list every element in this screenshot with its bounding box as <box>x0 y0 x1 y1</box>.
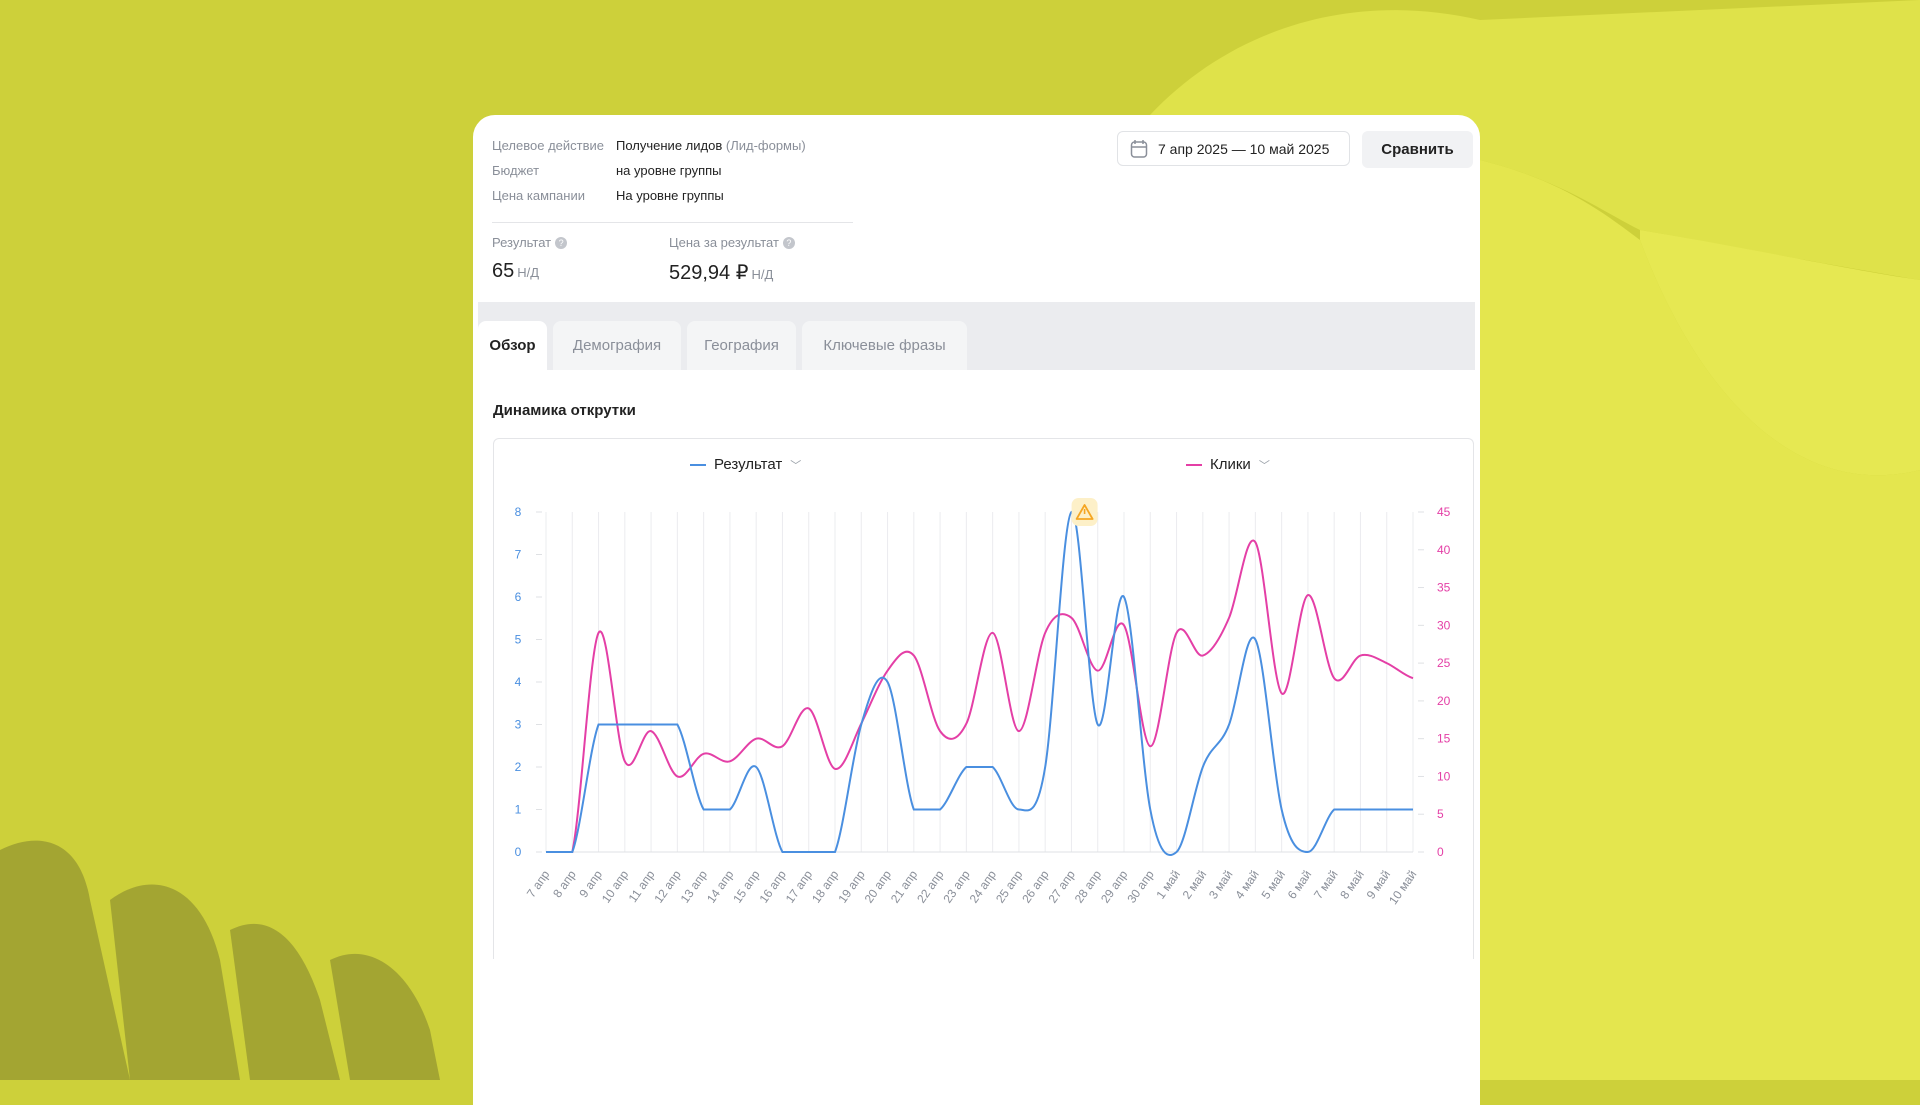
legend-result[interactable]: Результат ﹀ <box>690 456 801 473</box>
tab-demography[interactable]: Демография <box>553 321 681 370</box>
legend-clicks[interactable]: Клики ﹀ <box>1186 456 1270 473</box>
date-range-text: 7 апр 2025 — 10 май 2025 <box>1158 140 1330 157</box>
section-title: Динамика открутки <box>493 402 636 419</box>
background-decoration <box>0 0 1920 1080</box>
metric-compare: Н/Д <box>751 267 774 282</box>
metric-cost-per-result: Цена за результат? 529,94 ₽ Н/Д <box>669 235 795 285</box>
divider <box>492 222 853 223</box>
calendar-icon <box>1130 139 1148 158</box>
info-value: На уровне группы <box>616 188 724 203</box>
tab-geography[interactable]: География <box>687 321 796 370</box>
legend-label: Клики <box>1210 456 1251 473</box>
info-row-campaign-price: Цена кампании На уровне группы <box>492 188 724 203</box>
legend-label: Результат <box>714 456 783 473</box>
chevron-down-icon: ﹀ <box>1258 459 1270 472</box>
campaign-card: Целевое действие Получение лидов (Лид-фор… <box>473 115 1480 1105</box>
compare-button[interactable]: Сравнить <box>1362 131 1473 168</box>
metric-value: 529,94 ₽ <box>669 262 749 284</box>
metric-label: Цена за результат <box>669 235 779 250</box>
info-value: на уровне группы <box>616 163 722 178</box>
metric-compare: Н/Д <box>517 265 540 280</box>
info-row-budget: Бюджет на уровне группы <box>492 163 722 178</box>
legend-swatch <box>1186 463 1202 466</box>
chevron-down-icon: ﹀ <box>790 459 802 472</box>
info-extra: (Лид-формы) <box>725 138 806 153</box>
help-icon[interactable]: ? <box>782 237 795 249</box>
tab-overview[interactable]: Обзор <box>478 321 547 370</box>
date-range-picker[interactable]: 7 апр 2025 — 10 май 2025 <box>1117 131 1350 166</box>
info-label: Цена кампании <box>492 188 585 203</box>
info-label: Целевое действие <box>492 138 604 153</box>
metric-label: Результат <box>492 235 552 250</box>
tab-key-phrases[interactable]: Ключевые фразы <box>802 321 967 370</box>
info-label: Бюджет <box>492 163 540 178</box>
help-icon[interactable]: ? <box>555 237 568 249</box>
info-row-target-action: Целевое действие Получение лидов (Лид-фор… <box>492 138 806 153</box>
metric-value: 65 <box>492 260 515 282</box>
legend-swatch <box>690 463 706 466</box>
info-value: Получение лидов <box>616 138 723 153</box>
metric-result: Результат? 65 Н/Д <box>492 235 568 283</box>
tab-bar: Обзор Демография География Ключевые фраз… <box>478 302 1475 370</box>
chart-container: Результат ﹀ Клики ﹀ <box>493 438 1474 959</box>
